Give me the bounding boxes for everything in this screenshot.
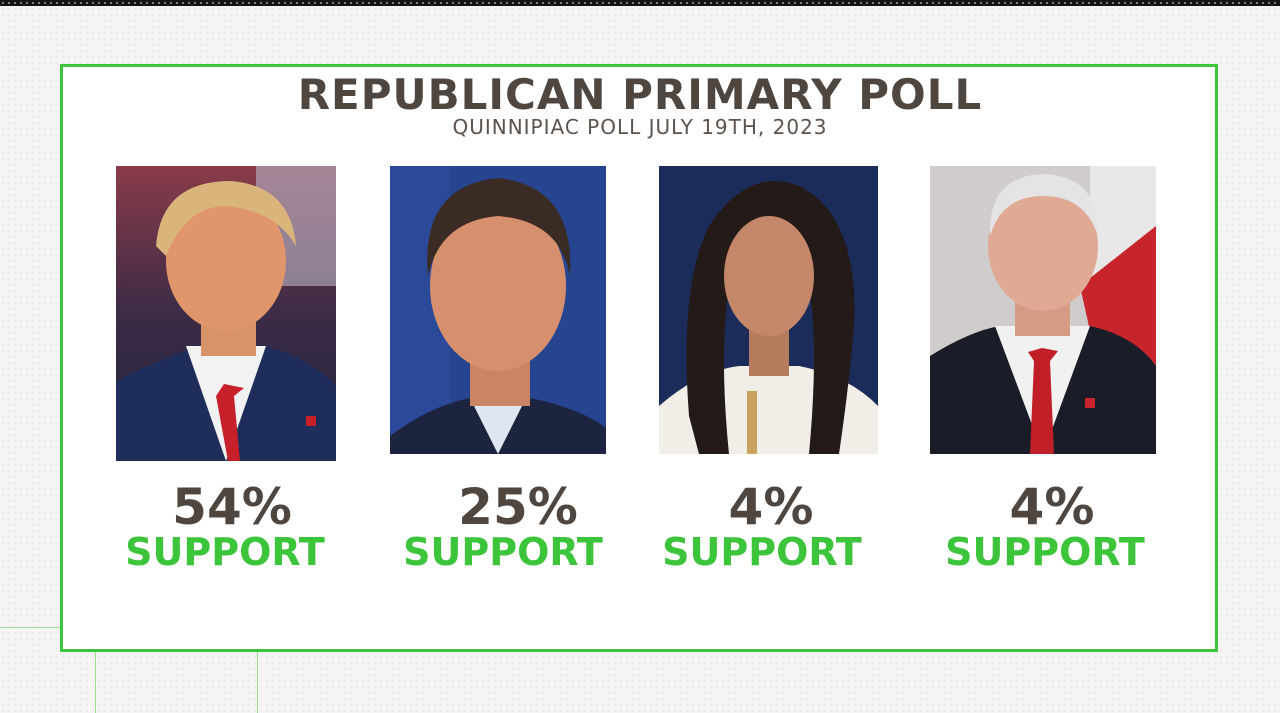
candidate-photo [116,166,336,461]
candidate-percent: 54% [172,478,292,536]
candidate-portrait-image [116,166,336,461]
graphic-subtitle: QUINNIPIAC POLL JULY 19TH, 2023 [452,115,828,139]
candidate-card-2 [390,166,606,454]
candidate-support-label: SUPPORT [125,530,325,574]
candidate-support-label: SUPPORT [945,530,1145,574]
candidate-portrait-image [930,166,1156,454]
candidate-support-label: SUPPORT [662,530,862,574]
candidate-photo [659,166,878,454]
candidate-percent: 25% [458,478,578,536]
candidate-percent: 4% [1009,478,1095,536]
candidate-card-3 [659,166,878,454]
candidate-card-1 [116,166,336,461]
candidate-photo [930,166,1156,454]
candidate-portrait-image [659,166,878,454]
candidate-portrait-image [390,166,606,454]
candidate-percent: 4% [728,478,814,536]
candidate-photo [390,166,606,454]
graphic-title: REPUBLICAN PRIMARY POLL [297,70,983,119]
candidate-card-4 [930,166,1156,454]
candidate-support-label: SUPPORT [403,530,603,574]
